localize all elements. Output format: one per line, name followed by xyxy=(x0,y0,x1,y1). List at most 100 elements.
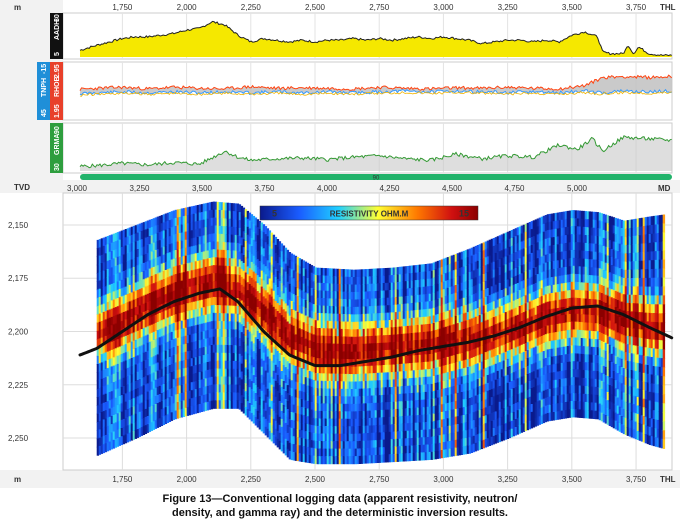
heatmap-cell xyxy=(316,403,320,412)
heatmap-cell xyxy=(110,325,114,334)
heatmap-cell xyxy=(158,232,162,241)
heatmap-cell xyxy=(148,350,152,359)
heatmap-cell xyxy=(388,357,392,366)
heatmap-cell xyxy=(218,281,222,290)
heatmap-cell xyxy=(222,352,226,362)
heatmap-cell xyxy=(258,284,262,294)
heatmap-cell xyxy=(416,392,420,401)
heatmap-cell xyxy=(450,270,454,280)
heatmap-cell xyxy=(244,304,248,313)
heatmap-cell xyxy=(218,344,222,354)
heatmap-cell xyxy=(470,302,474,312)
heatmap-cell xyxy=(148,398,152,408)
heatmap-cell xyxy=(280,315,284,324)
heatmap-cell xyxy=(430,391,434,400)
heatmap-cell xyxy=(172,403,176,412)
heatmap-cell xyxy=(252,407,256,416)
heatmap-cell xyxy=(422,399,426,408)
heatmap-cell xyxy=(322,305,326,314)
heatmap-cell xyxy=(150,300,154,309)
heatmap-cell xyxy=(254,257,258,266)
heatmap-cell xyxy=(116,355,120,365)
heatmap-cell xyxy=(396,282,400,291)
heatmap-cell xyxy=(160,312,164,321)
heatmap-cell xyxy=(186,271,190,280)
heatmap-cell xyxy=(444,257,448,267)
heatmap-cell xyxy=(428,323,432,332)
heatmap-cell xyxy=(156,257,160,266)
heatmap-cell xyxy=(448,394,452,404)
heatmap-cell xyxy=(116,388,120,398)
heatmap-cell xyxy=(134,430,138,439)
heatmap-cell xyxy=(190,214,194,223)
heatmap-cell xyxy=(370,291,374,300)
heatmap-cell xyxy=(414,407,418,416)
heatmap-cell xyxy=(406,288,410,297)
heatmap-cell xyxy=(154,379,158,389)
heatmap-cell xyxy=(286,305,290,315)
heatmap-cell xyxy=(106,285,110,295)
heatmap-cell xyxy=(270,376,274,386)
heatmap-cell xyxy=(104,426,108,436)
heatmap-cell xyxy=(146,318,150,327)
heatmap-cell xyxy=(292,428,296,437)
heatmap-cell xyxy=(324,426,328,435)
heatmap-cell xyxy=(184,351,188,361)
heatmap-cell xyxy=(170,243,174,252)
heatmap-cell xyxy=(390,416,394,425)
heatmap-cell xyxy=(454,277,458,286)
heatmap-cell xyxy=(344,306,348,315)
heatmap-cell xyxy=(334,426,338,435)
heatmap-cell xyxy=(200,363,204,373)
aadh-fill xyxy=(80,21,672,57)
heatmap-cell xyxy=(238,385,242,394)
heatmap-cell xyxy=(390,327,394,336)
heatmap-cell xyxy=(108,441,112,451)
heatmap-cell xyxy=(152,275,156,284)
heatmap-cell xyxy=(446,387,450,396)
heatmap-cell xyxy=(236,353,240,362)
heatmap-cell xyxy=(166,269,170,278)
heatmap-cell xyxy=(152,226,156,235)
heatmap-cell xyxy=(284,422,288,432)
heatmap-cell xyxy=(464,250,468,259)
heatmap-cell xyxy=(304,408,308,417)
heatmap-cell xyxy=(112,283,116,292)
heatmap-cell xyxy=(444,288,448,297)
heatmap-cell xyxy=(156,394,160,404)
heatmap-cell xyxy=(232,211,236,220)
heatmap-cell xyxy=(392,416,396,425)
heatmap-cell xyxy=(272,338,276,348)
heatmap-cell xyxy=(458,283,462,292)
heatmap-cell xyxy=(202,331,206,340)
heatmap-cell xyxy=(340,426,344,435)
heatmap-cell xyxy=(288,331,292,341)
heatmap-cell xyxy=(288,299,292,309)
heatmap-cell xyxy=(206,385,210,395)
heatmap-cell xyxy=(176,281,180,291)
heatmap-cell xyxy=(222,273,226,283)
heatmap-cell xyxy=(456,323,460,332)
heatmap-cell xyxy=(108,276,112,286)
heatmap-cell xyxy=(100,436,104,446)
heatmap-cell xyxy=(330,291,334,300)
heatmap-cell xyxy=(292,325,296,335)
heatmap-cell xyxy=(368,418,372,427)
aadh-scale-left: 5 xyxy=(54,52,61,56)
heatmap-cell xyxy=(338,426,342,435)
heatmap-cell xyxy=(184,239,188,249)
heatmap-cell xyxy=(148,406,152,416)
heatmap-cell xyxy=(128,301,132,311)
heatmap-cell xyxy=(336,433,340,442)
heatmap-cell xyxy=(236,376,240,386)
heatmap-cell xyxy=(406,453,410,462)
heatmap-cell xyxy=(308,355,312,364)
heatmap-cell xyxy=(124,401,128,411)
heatmap-cell xyxy=(420,324,424,333)
heatmap-cell xyxy=(186,335,190,344)
heatmap-cell xyxy=(362,418,366,427)
heatmap-cell xyxy=(426,286,430,295)
heatmap-cell xyxy=(316,312,320,321)
heatmap-cell xyxy=(200,204,204,213)
heatmap-cell xyxy=(380,342,384,351)
